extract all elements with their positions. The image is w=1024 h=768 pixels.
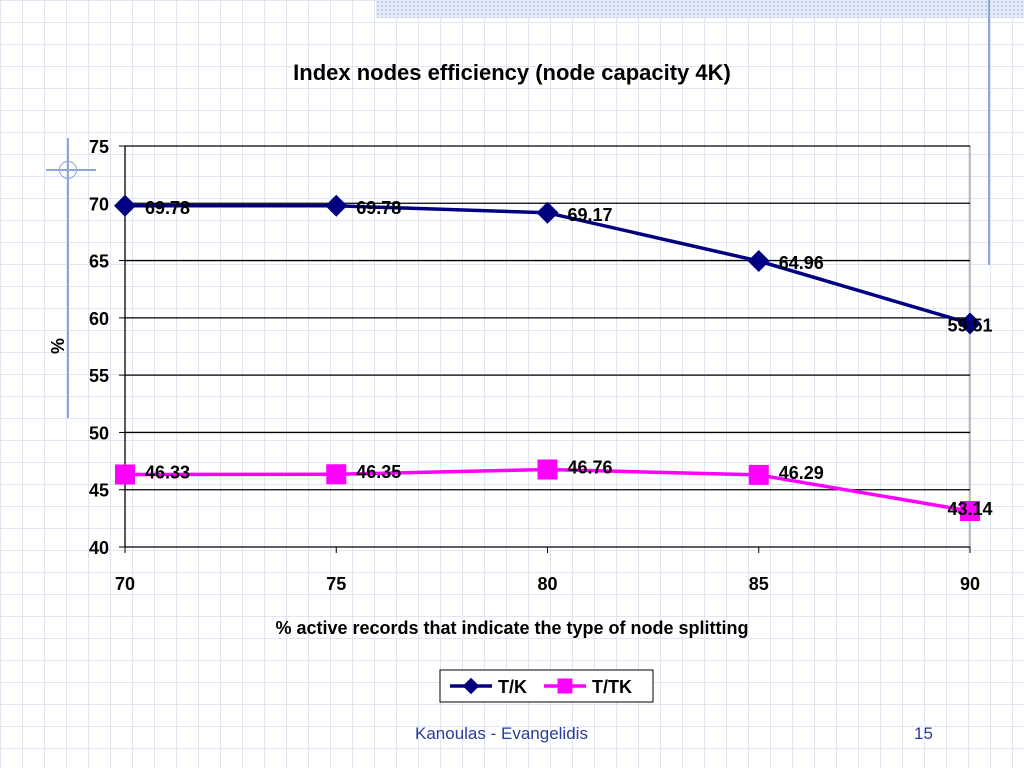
- x-axis-title: % active records that indicate the type …: [275, 618, 748, 638]
- x-tick-label: 80: [537, 574, 557, 594]
- data-point-tk: [747, 250, 770, 273]
- data-point-ttk: [748, 464, 769, 485]
- data-label-tk: 59.51: [947, 315, 992, 335]
- data-point-ttk: [537, 459, 558, 480]
- data-point-tk: [114, 194, 136, 217]
- decor-vertical-line-right: [988, 0, 990, 265]
- data-point-ttk: [326, 464, 347, 485]
- data-label-tk: 64.96: [779, 253, 824, 273]
- y-tick-label: 40: [89, 538, 109, 558]
- x-tick-label: 70: [115, 574, 135, 594]
- x-tick-label: 75: [326, 574, 346, 594]
- y-tick-label: 65: [89, 252, 109, 272]
- data-point-ttk: [115, 464, 135, 485]
- data-label-ttk: 46.29: [779, 463, 824, 483]
- top-decor-band: [376, 0, 1024, 18]
- x-tick-label: 90: [960, 574, 980, 594]
- axes: 40 45 50 55 60 65 70 75 70 75 80 85 90: [89, 137, 980, 594]
- y-tick-label: 60: [89, 309, 109, 329]
- data-label-tk: 69.78: [145, 198, 190, 218]
- data-label-tk: 69.78: [356, 198, 401, 218]
- legend-label-ttk: T/TK: [592, 677, 632, 697]
- data-point-tk: [536, 201, 559, 224]
- y-axis-title: %: [48, 338, 68, 354]
- decor-circle: [59, 161, 77, 179]
- data-point-tk: [959, 312, 981, 335]
- chart-title: Index nodes efficiency (node capacity 4K…: [293, 60, 731, 85]
- x-tick-label: 85: [749, 574, 769, 594]
- legend: T/K T/TK: [439, 669, 654, 703]
- data-label-ttk: 46.33: [145, 462, 190, 482]
- y-tick-label: 70: [89, 194, 109, 214]
- data-label-ttk: 46.35: [356, 462, 401, 482]
- y-tick-label: 75: [89, 137, 109, 157]
- data-label-ttk: 46.76: [568, 458, 613, 478]
- y-tick-label: 55: [89, 366, 109, 386]
- legend-marker-tk: [462, 677, 480, 695]
- y-tick-label: 50: [89, 423, 109, 443]
- data-label-ttk: 43.14: [947, 499, 992, 519]
- data-label-tk: 69.17: [568, 205, 613, 225]
- decor-vertical-line-left: [67, 138, 69, 418]
- legend-marker-ttk: [557, 678, 573, 694]
- data-point-ttk: [960, 501, 980, 522]
- legend-label-tk: T/K: [498, 677, 527, 697]
- series-layer: 69.78 69.78 69.17 64.96 59.51 46.33 46.35 46.76…: [114, 194, 993, 522]
- footer-author: Kanoulas - Evangelidis: [415, 724, 588, 743]
- data-point-tk: [325, 194, 348, 217]
- y-tick-label: 45: [89, 481, 109, 501]
- page-number: 15: [914, 724, 933, 743]
